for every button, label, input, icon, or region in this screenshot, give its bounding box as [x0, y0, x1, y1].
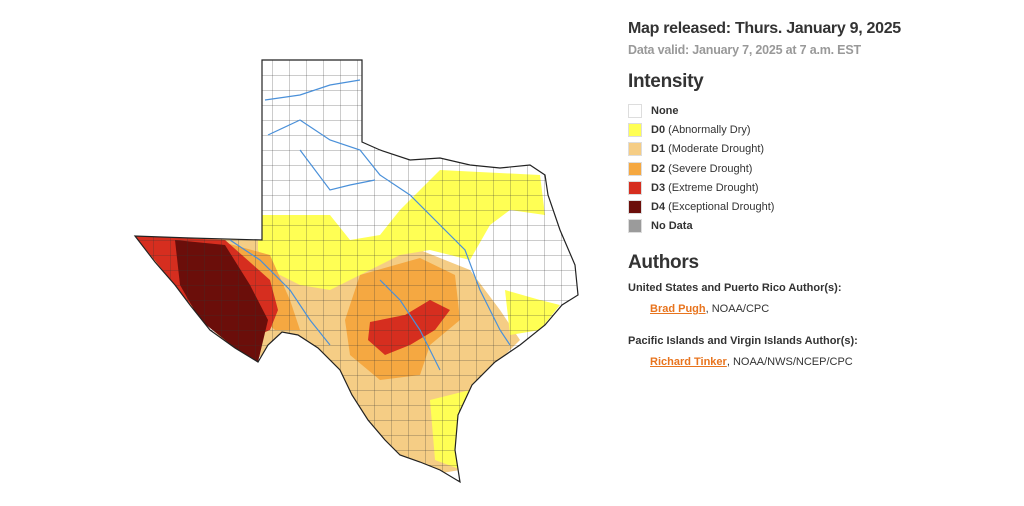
legend-swatch	[628, 200, 642, 215]
legend: None D0 (Abnormally Dry) D1 (Moderate Drough…	[628, 101, 1008, 236]
legend-item: D3 (Extreme Drought)	[628, 178, 1008, 197]
legend-label: (Moderate Drought)	[668, 143, 765, 156]
authors: United States and Puerto Rico Author(s):…	[628, 282, 1008, 368]
legend-item: D0 (Abnormally Dry)	[628, 120, 1008, 139]
author-affiliation: , NOAA/NWS/NCEP/CPC	[726, 356, 853, 369]
author-link[interactable]: Richard Tinker	[650, 356, 727, 369]
legend-item: No Data	[628, 217, 1008, 236]
authors-title: Authors	[628, 252, 699, 274]
legend-swatch	[628, 180, 642, 195]
author-link[interactable]: Brad Pugh	[650, 303, 706, 316]
legend-code: D4	[651, 201, 666, 214]
legend-code: D0	[651, 123, 666, 136]
legend-item: D2 (Severe Drought)	[628, 159, 1008, 178]
legend-item: D1 (Moderate Drought)	[628, 140, 1008, 159]
author-line: Richard Tinker, NOAA/NWS/NCEP/CPC	[650, 356, 1008, 368]
info-panel: Map released: Thurs. January 9, 2025 Dat…	[628, 20, 1008, 388]
author-line: Brad Pugh, NOAA/CPC	[650, 303, 1008, 315]
drought-map	[133, 59, 579, 484]
state-outline	[133, 59, 579, 484]
map-released: Map released: Thurs. January 9, 2025	[628, 20, 901, 37]
legend-swatch	[628, 142, 642, 157]
author-group-title: Pacific Islands and Virgin Islands Autho…	[628, 335, 858, 348]
legend-label: (Extreme Drought)	[668, 181, 759, 194]
legend-label: (Severe Drought)	[668, 162, 753, 175]
legend-item: None	[628, 101, 1008, 120]
author-group-title: United States and Puerto Rico Author(s):	[628, 282, 842, 295]
legend-code: D3	[651, 181, 666, 194]
legend-swatch	[628, 161, 642, 176]
legend-swatch	[628, 103, 642, 118]
map-fills	[135, 60, 578, 482]
legend-title: Intensity	[628, 71, 704, 92]
legend-swatch	[628, 122, 642, 137]
legend-label: (Abnormally Dry)	[668, 123, 751, 136]
author-affiliation: , NOAA/CPC	[705, 303, 770, 316]
legend-code: No Data	[651, 220, 693, 233]
legend-item: D4 (Exceptional Drought)	[628, 197, 1008, 216]
legend-swatch	[628, 219, 642, 234]
data-valid: Data valid: January 7, 2025 at 7 a.m. ES…	[628, 43, 861, 57]
legend-code: D2	[651, 162, 666, 175]
legend-code: D1	[651, 143, 666, 156]
rivers	[229, 79, 511, 371]
legend-label: (Exceptional Drought)	[668, 201, 775, 214]
legend-code: None	[651, 104, 679, 117]
